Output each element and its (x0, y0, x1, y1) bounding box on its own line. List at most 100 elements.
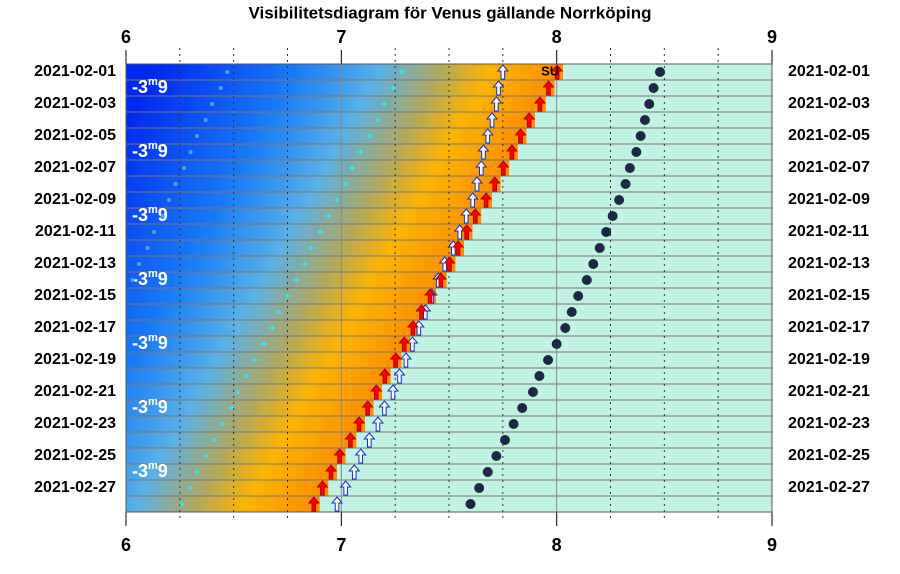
twilight-band (126, 272, 447, 288)
magnitude-part: -3 (132, 333, 148, 353)
twilight-band (126, 160, 510, 176)
daylight-band (345, 448, 772, 464)
daylight-band (455, 256, 772, 272)
y-tick-label: 2021-02-17 (34, 319, 116, 336)
twilight-band (126, 144, 518, 160)
dot (607, 211, 618, 221)
x-tick-label: 9 (767, 27, 777, 47)
dot (508, 419, 519, 429)
dot (482, 467, 493, 477)
arrow (485, 112, 499, 128)
dot (655, 67, 666, 77)
small-dot (235, 390, 240, 394)
arrow (496, 64, 509, 80)
dot (527, 387, 538, 397)
sunrise-arrow (361, 400, 374, 416)
sunrise-arrow (324, 464, 338, 480)
daylight-band (472, 224, 772, 240)
daylight-band (356, 432, 772, 448)
magnitude-part: m (148, 396, 158, 408)
small-dot (270, 326, 275, 330)
small-dot (203, 118, 208, 122)
daylight-band (535, 112, 772, 128)
small-dot (350, 166, 355, 170)
daylight-band (481, 208, 772, 224)
magnitude-part: 9 (158, 333, 168, 353)
small-dot (343, 182, 348, 186)
small-dot (229, 406, 234, 410)
arrow (393, 368, 406, 384)
daylight-band (509, 160, 772, 176)
small-dot (253, 358, 258, 362)
magnitude-part: 9 (158, 141, 168, 161)
dot (635, 131, 646, 141)
sunrise-arrow (523, 112, 536, 128)
x-tick-label: 8 (552, 535, 562, 555)
small-dot (335, 198, 340, 202)
small-dot (261, 342, 266, 346)
magnitude-part: -3 (132, 397, 148, 417)
y-tick-label: 2021-02-13 (788, 255, 870, 272)
magnitude-label: -3m9 (132, 76, 168, 97)
y-tick-label: 2021-02-13 (34, 255, 116, 272)
magnitude-part: -3 (132, 141, 148, 161)
twilight-band (126, 496, 320, 512)
x-tick-label: 7 (336, 27, 346, 47)
daylight-band (319, 496, 772, 512)
sunrise-arrow (370, 384, 383, 400)
sunrise-arrow (378, 368, 391, 384)
daylight-band (563, 64, 772, 80)
arrow (399, 352, 413, 368)
y-tick-label: 2021-02-25 (788, 447, 870, 464)
y-tick-label: 2021-02-21 (788, 383, 870, 400)
arrow (492, 80, 505, 96)
daylight-band (436, 288, 772, 304)
daylight-band (328, 480, 772, 496)
dot (499, 435, 510, 445)
dot (644, 99, 655, 109)
y-tick-label: 2021-02-05 (34, 127, 116, 144)
dot (560, 323, 571, 333)
sunrise-arrow (307, 496, 320, 512)
x-tick-label: 7 (336, 535, 346, 555)
magnitude-label: -3m9 (132, 396, 168, 417)
small-dot (382, 102, 387, 106)
chart-title: Visibilitetsdiagram för Venus gällande N… (248, 3, 651, 22)
sunrise-arrow (514, 128, 527, 144)
twilight-band (126, 240, 465, 256)
daylight-band (373, 400, 772, 416)
sunrise-arrow (479, 192, 493, 208)
daylight-band (545, 96, 772, 112)
arrow (330, 496, 344, 512)
twilight-band (126, 208, 482, 224)
magnitude-label: -3m9 (132, 268, 168, 289)
y-tick-label: 2021-02-21 (34, 383, 116, 400)
magnitude-label: -3m9 (132, 460, 168, 481)
twilight-band (126, 176, 501, 192)
small-dot (399, 70, 404, 74)
daylight-band (492, 192, 772, 208)
sunrise-arrow (542, 80, 555, 96)
magnitude-part: 9 (158, 77, 168, 97)
dot (573, 291, 584, 301)
small-dot (179, 502, 184, 506)
sunrise-arrow (398, 336, 411, 352)
sunrise-arrow (443, 256, 456, 272)
small-dot (136, 262, 141, 266)
y-tick-label: 2021-02-11 (788, 223, 869, 240)
sunrise-arrow (497, 160, 510, 176)
small-dot (276, 310, 281, 314)
sunrise-arrow (344, 432, 357, 448)
sun-label: SU (541, 63, 559, 78)
sunrise-arrow (389, 352, 402, 368)
x-tick-label: 6 (121, 27, 131, 47)
twilight-band (126, 64, 564, 80)
y-tick-label: 2021-02-23 (34, 415, 116, 432)
y-tick-label: 2021-02-11 (35, 223, 116, 240)
daylight-band (337, 464, 772, 480)
y-tick-label: 2021-02-03 (788, 95, 870, 112)
magnitude-part: m (148, 268, 158, 280)
twilight-band (126, 416, 366, 432)
sunrise-arrow (316, 480, 329, 496)
dot (594, 243, 605, 253)
